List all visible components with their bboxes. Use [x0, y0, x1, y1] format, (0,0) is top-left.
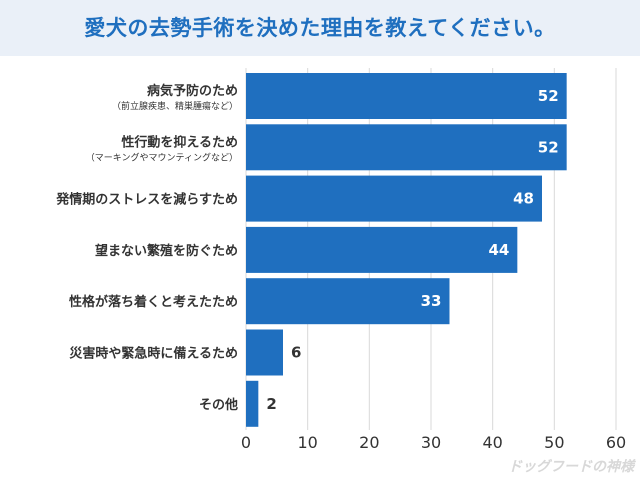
x-tick-label: 20 — [359, 433, 379, 452]
x-tick-label: 50 — [544, 433, 564, 452]
category-label-1: 性行動を抑えるため — [121, 134, 238, 150]
bar-4 — [246, 278, 450, 325]
bar-0 — [246, 73, 567, 119]
data-label-6: 2 — [266, 395, 276, 413]
bar-5 — [246, 329, 283, 376]
category-label-3: 望まない繁殖を防ぐため — [95, 243, 238, 259]
data-label-2: 48 — [513, 190, 534, 208]
category-label-2: 発情期のストレスを減らすため — [55, 192, 238, 208]
data-label-3: 44 — [488, 241, 509, 259]
bar-1 — [246, 124, 567, 171]
bar-6 — [246, 380, 259, 427]
x-tick-label: 10 — [297, 433, 317, 452]
bar-3 — [246, 226, 518, 273]
x-tick-label: 30 — [421, 433, 441, 452]
chart-title: 愛犬の去勢手術を決めた理由を教えてください。 — [84, 16, 556, 40]
category-label-5: 災害時や緊急時に備えるため — [69, 346, 238, 362]
x-tick-label: 0 — [241, 433, 251, 452]
data-label-0: 52 — [538, 87, 559, 105]
title-banner — [0, 0, 640, 56]
data-label-5: 6 — [291, 344, 301, 362]
category-sublabel-1: （マーキングやマウンティングなど） — [86, 151, 238, 163]
data-label-4: 33 — [421, 292, 442, 310]
data-label-1: 52 — [538, 138, 559, 156]
watermark-logo: ドッグフードの神様 — [508, 459, 634, 475]
category-label-0: 病気予防のため — [147, 83, 238, 99]
category-sublabel-0: （前立腺疾患、精巣腫瘍など） — [112, 100, 238, 112]
x-tick-label: 60 — [606, 433, 626, 452]
category-label-4: 性格が落ち着くと考えたため — [69, 294, 238, 310]
x-tick-label: 40 — [482, 433, 502, 452]
bar-2 — [246, 175, 542, 222]
category-label-6: その他 — [199, 397, 238, 413]
